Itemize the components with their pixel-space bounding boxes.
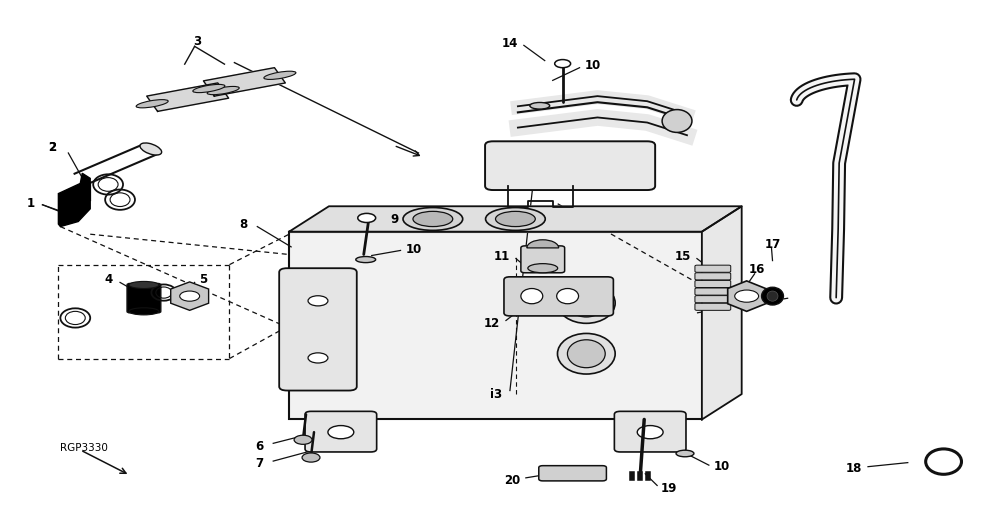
Ellipse shape [496,211,535,227]
Text: 16: 16 [748,263,765,276]
Text: RGP3330: RGP3330 [61,443,109,454]
Circle shape [358,213,375,222]
Ellipse shape [136,100,168,108]
Polygon shape [59,173,91,227]
Polygon shape [170,282,208,310]
Ellipse shape [140,143,161,155]
Ellipse shape [486,208,545,231]
Text: 14: 14 [502,37,518,50]
Ellipse shape [568,340,606,367]
Text: 6: 6 [255,440,263,453]
Circle shape [294,435,312,444]
Text: 9: 9 [390,213,398,227]
Polygon shape [203,68,285,96]
Ellipse shape [568,289,606,317]
Polygon shape [146,83,229,111]
Ellipse shape [521,289,543,304]
Ellipse shape [264,71,296,79]
FancyBboxPatch shape [615,411,686,452]
Text: 10: 10 [405,243,421,256]
Text: 4: 4 [104,273,113,287]
FancyBboxPatch shape [695,280,731,288]
Text: 2: 2 [49,142,57,154]
Ellipse shape [528,264,558,273]
Text: 17: 17 [764,238,781,251]
Ellipse shape [557,289,579,304]
Ellipse shape [129,281,158,289]
Ellipse shape [193,84,225,93]
Polygon shape [289,206,742,232]
Text: 18: 18 [846,462,863,475]
FancyBboxPatch shape [127,284,160,313]
Text: 5: 5 [199,273,208,287]
FancyBboxPatch shape [504,277,614,316]
Text: 15: 15 [675,249,691,263]
Polygon shape [728,281,766,312]
Ellipse shape [356,257,375,263]
FancyBboxPatch shape [539,466,607,481]
Circle shape [735,290,759,302]
Text: 7: 7 [255,457,263,470]
FancyBboxPatch shape [695,273,731,280]
Text: 3: 3 [193,35,201,48]
Polygon shape [702,206,742,419]
Ellipse shape [129,308,158,315]
Ellipse shape [676,450,694,457]
Text: 8: 8 [239,217,247,231]
Ellipse shape [413,211,453,227]
Ellipse shape [207,87,239,95]
FancyBboxPatch shape [695,296,731,303]
Circle shape [308,296,328,306]
FancyBboxPatch shape [305,411,376,452]
Wedge shape [527,240,559,248]
Text: 10: 10 [585,59,601,72]
FancyBboxPatch shape [695,303,731,310]
Ellipse shape [530,102,550,109]
Circle shape [179,291,199,301]
Ellipse shape [662,109,692,132]
Ellipse shape [767,291,778,301]
FancyBboxPatch shape [521,246,565,273]
Circle shape [555,60,571,68]
FancyBboxPatch shape [279,268,357,390]
Text: 10: 10 [714,460,730,473]
Text: 1: 1 [27,197,35,210]
Text: 19: 19 [661,482,677,495]
FancyBboxPatch shape [695,288,731,295]
Ellipse shape [558,333,616,374]
Circle shape [637,426,663,439]
Text: i3: i3 [490,387,502,401]
FancyBboxPatch shape [289,232,702,419]
FancyBboxPatch shape [485,142,655,190]
Circle shape [308,353,328,363]
Ellipse shape [558,282,616,323]
Circle shape [302,453,320,462]
Ellipse shape [762,287,784,305]
Circle shape [328,426,354,439]
Text: 11: 11 [494,249,510,263]
Text: 12: 12 [484,317,500,329]
FancyBboxPatch shape [695,265,731,272]
Text: 2: 2 [49,142,57,154]
Text: 20: 20 [504,474,520,487]
Ellipse shape [403,208,463,231]
